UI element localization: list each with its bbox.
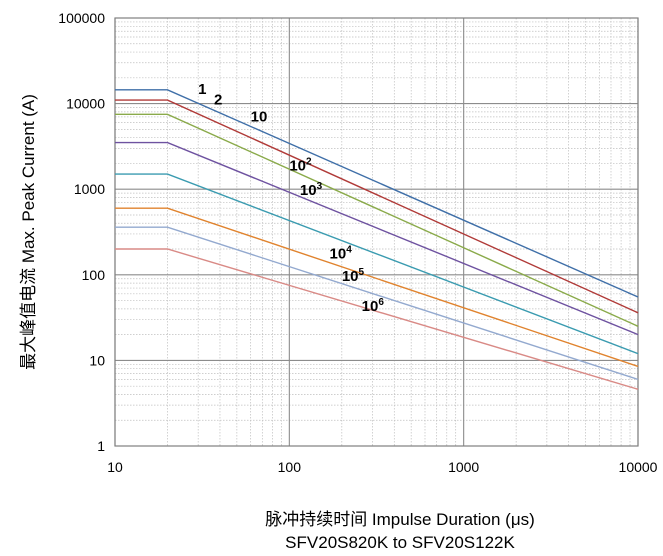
x-axis-ticks: 10 100 1000 10000 bbox=[107, 459, 657, 475]
series-label-3: 10 bbox=[251, 108, 268, 125]
y-tick-label: 1000 bbox=[74, 181, 105, 197]
x-tick-label: 100 bbox=[278, 459, 302, 475]
series-line-5 bbox=[115, 174, 638, 354]
x-axis-sublabel: SFV20S820K to SFV20S122K bbox=[285, 533, 515, 552]
series-line-6 bbox=[115, 208, 638, 366]
x-axis-label: 脉冲持续时间 Impulse Duration (μs) bbox=[265, 510, 535, 529]
minor-grid bbox=[115, 18, 638, 446]
y-axis-ticks: 1 10 100 1000 10000 100000 bbox=[58, 10, 105, 454]
x-tick-label: 1000 bbox=[448, 459, 479, 475]
series-label-1: 1 bbox=[198, 81, 206, 98]
x-tick-label: 10 bbox=[107, 459, 123, 475]
x-tick-label: 10000 bbox=[619, 459, 658, 475]
series-line-8 bbox=[115, 249, 638, 389]
series-label-7: 105 bbox=[342, 267, 365, 285]
series-label-4: 102 bbox=[289, 157, 312, 175]
y-tick-label: 10 bbox=[89, 352, 105, 368]
y-tick-label: 10000 bbox=[66, 96, 105, 112]
major-grid bbox=[115, 18, 638, 446]
series-line-2 bbox=[115, 100, 638, 313]
plot-area-border bbox=[115, 18, 638, 446]
series-label-6: 104 bbox=[330, 245, 353, 263]
y-axis-label: 最大峰值电流 Max. Peak Current (A) bbox=[19, 94, 38, 370]
y-tick-label: 1 bbox=[97, 438, 105, 454]
series-lines bbox=[115, 90, 638, 390]
series-label-5: 103 bbox=[300, 181, 323, 199]
y-tick-label: 100 bbox=[82, 267, 106, 283]
y-tick-label: 100000 bbox=[58, 10, 105, 26]
series-label-2: 2 bbox=[214, 91, 222, 108]
